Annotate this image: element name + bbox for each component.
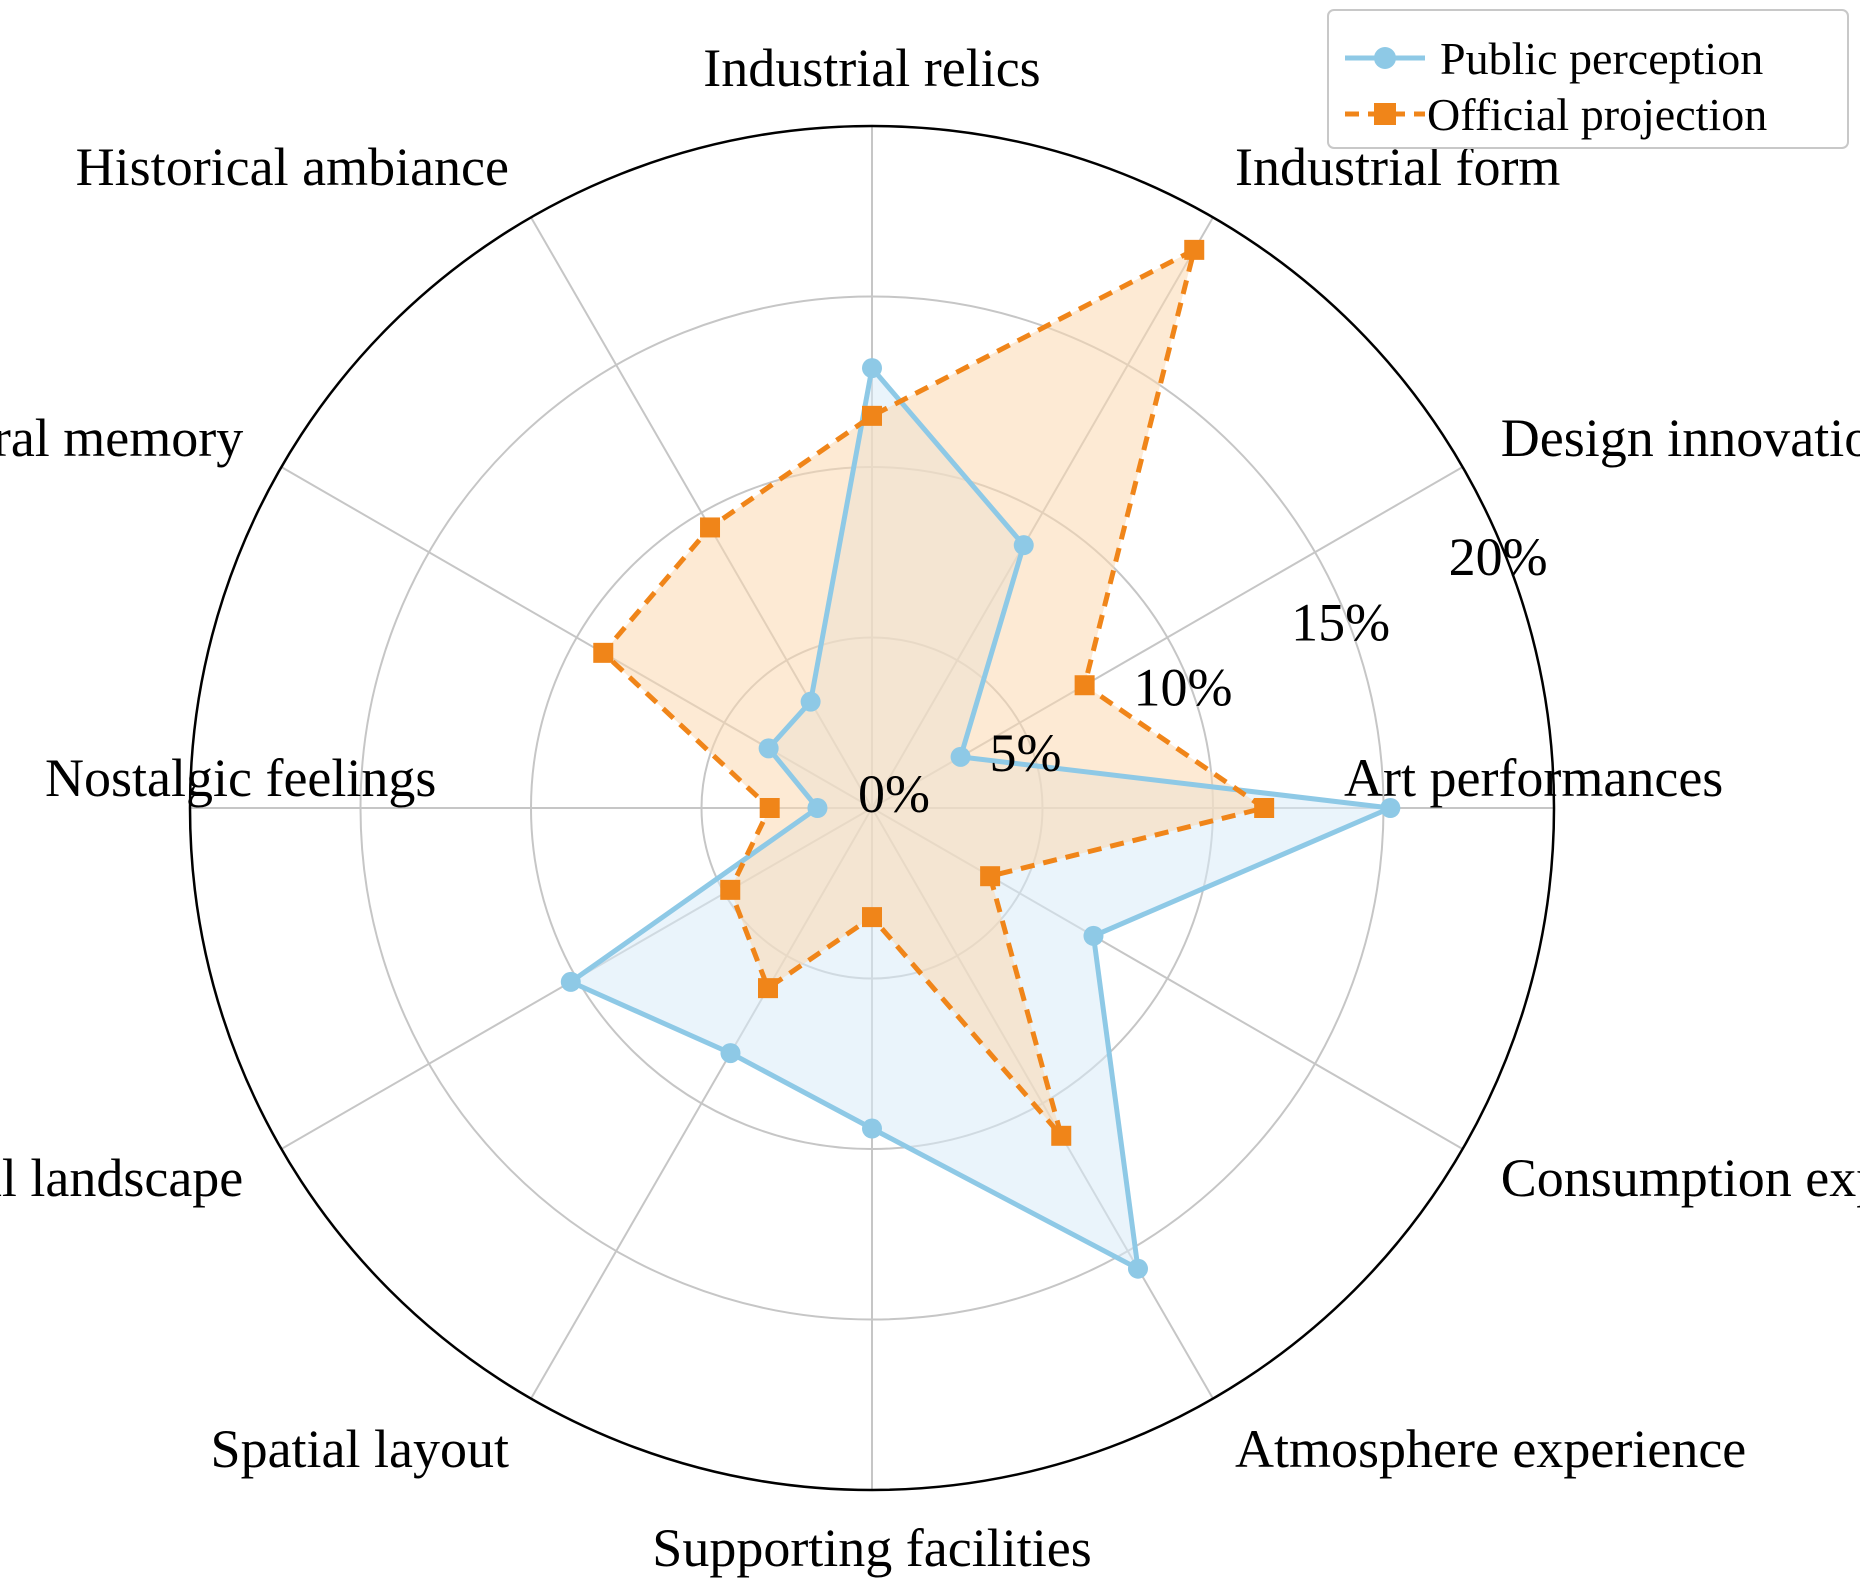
legend-entry-official-projection: Official projection <box>1427 89 1767 140</box>
data-point-official-projection-historical-ambiance <box>700 517 721 538</box>
category-label-design-innovation: Design innovation <box>1501 408 1860 468</box>
data-point-official-projection-cultural-memory <box>593 642 614 663</box>
data-point-public-perception-supporting-facilities <box>862 1118 882 1139</box>
data-point-public-perception-art-performances <box>1380 798 1401 818</box>
category-label-environmental-landscape: Environmental landscape <box>0 1148 243 1208</box>
data-point-public-perception-industrial-form <box>1013 535 1034 556</box>
data-point-official-projection-supporting-facilities <box>862 907 882 928</box>
legend-entry-public-perception: Public perception <box>1440 33 1763 84</box>
series-layer <box>560 239 1401 1279</box>
data-point-official-projection-industrial-relics <box>862 405 882 426</box>
data-point-public-perception-environmental-landscape <box>560 971 581 992</box>
data-point-public-perception-consumption-experience <box>1083 925 1104 946</box>
radial-tick-15: 15% <box>1291 592 1390 652</box>
legend: Public perception Official projection <box>1327 9 1849 149</box>
category-label-spatial-layout: Spatial layout <box>211 1419 509 1479</box>
category-label-industrial-relics: Industrial relics <box>703 38 1040 98</box>
label-layer: 0% 5% 10% 15% 20% Art performances Design inno… <box>0 38 1860 1578</box>
category-label-nostalgic-feelings: Nostalgic feelings <box>45 748 436 808</box>
category-label-historical-ambiance: Historical ambiance <box>76 137 509 197</box>
outer-frame <box>188 124 1556 1492</box>
data-point-public-perception-design-innovation <box>950 746 971 767</box>
category-label-art-performances: Art performances <box>1344 748 1723 808</box>
data-point-official-projection-consumption-experience <box>980 866 1001 887</box>
category-label-atmosphere-experience: Atmosphere experience <box>1235 1419 1746 1479</box>
series-area-official-projection <box>603 249 1265 1136</box>
data-point-public-perception-nostalgic-feelings <box>807 798 828 818</box>
data-point-public-perception-historical-ambiance <box>800 691 821 712</box>
data-point-official-projection-nostalgic-feelings <box>759 798 780 818</box>
data-point-public-perception-atmosphere-experience <box>1127 1258 1148 1279</box>
legend-marker-public-perception <box>1374 47 1396 69</box>
category-label-cultural-memory: Cultural memory <box>0 408 243 468</box>
data-point-official-projection-atmosphere-experience <box>1051 1125 1072 1146</box>
radial-tick-0: 0% <box>858 764 930 824</box>
category-label-consumption-experience: Consumption experience <box>1501 1148 1860 1208</box>
data-point-official-projection-art-performances <box>1254 798 1275 818</box>
legend-frame <box>1327 9 1849 149</box>
data-point-official-projection-design-innovation <box>1074 675 1095 696</box>
legend-marker-official-projection <box>1374 103 1396 125</box>
radial-tick-10: 10% <box>1134 658 1233 718</box>
data-point-official-projection-industrial-form <box>1184 239 1205 260</box>
radial-tick-5: 5% <box>990 723 1062 783</box>
data-point-public-perception-cultural-memory <box>758 738 779 759</box>
category-label-supporting-facilities: Supporting facilities <box>652 1518 1091 1578</box>
data-point-public-perception-spatial-layout <box>720 1043 741 1064</box>
radial-tick-20: 20% <box>1449 527 1548 587</box>
data-point-official-projection-environmental-landscape <box>720 879 741 900</box>
data-point-public-perception-industrial-relics <box>862 358 882 379</box>
data-point-official-projection-spatial-layout <box>757 978 778 999</box>
